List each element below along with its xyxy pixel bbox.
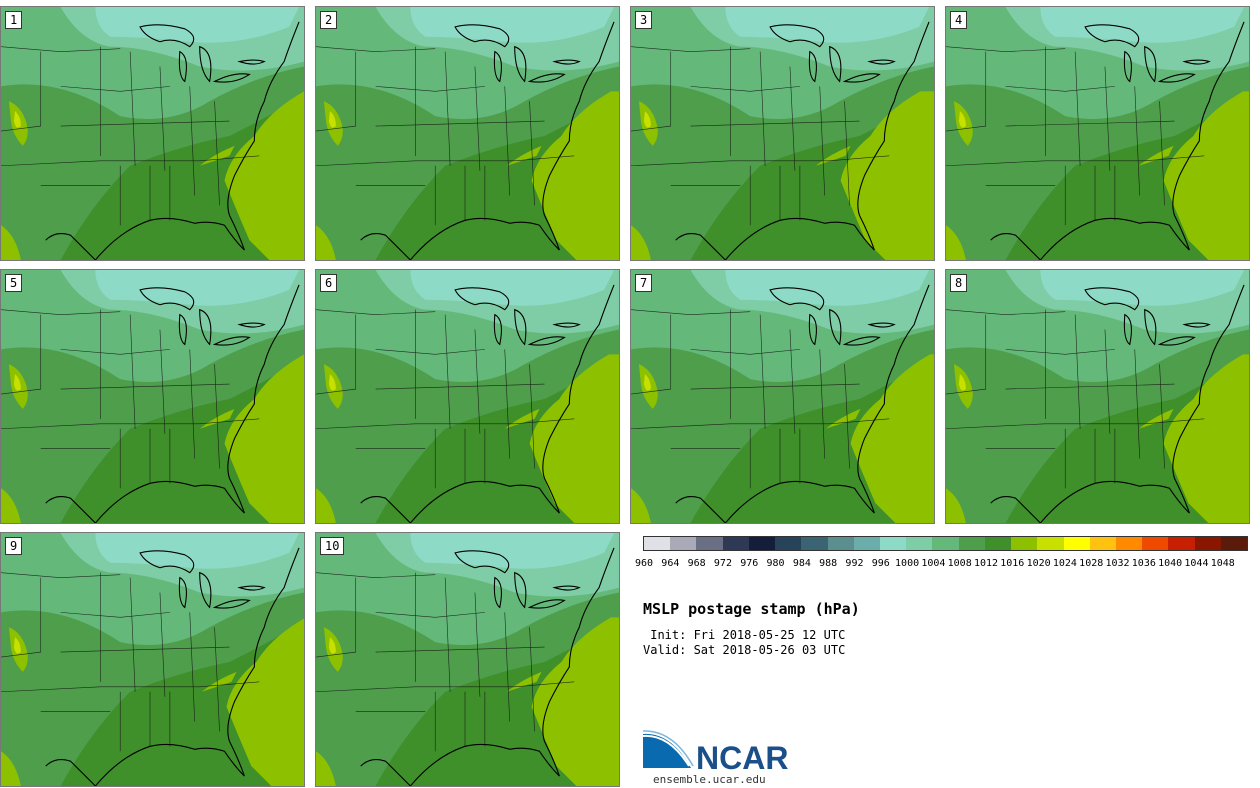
colorbar-labels: 960 964 968 972 976 980 984 988 992 996 1000 1004 10… [632, 558, 1252, 572]
colorbar-label: 1004 [921, 558, 946, 569]
map-panel-9: 9 [0, 532, 305, 787]
colorbar-segment [1220, 537, 1248, 550]
colorbar-label: 1024 [1052, 558, 1077, 569]
colorbar-segment [1063, 537, 1090, 550]
colorbar-label: 960 [635, 558, 654, 569]
colorbar-label: 1044 [1184, 558, 1209, 569]
valid-time: Valid: Sat 2018-05-26 03 UTC [643, 643, 846, 657]
colorbar-segment [1115, 537, 1143, 550]
colorbar-segment [879, 537, 907, 550]
init-time: Init: Fri 2018-05-25 12 UTC [643, 628, 846, 642]
colorbar-segment [827, 537, 854, 550]
panel-number: 3 [635, 11, 653, 29]
panel-number: 7 [635, 274, 653, 292]
map-panel-8: 8 [945, 269, 1250, 524]
colorbar-segment [748, 537, 776, 550]
logo-text: NCAR [696, 740, 789, 776]
colorbar-label: 992 [845, 558, 864, 569]
colorbar-segment [1142, 537, 1169, 550]
colorbar-label: 988 [819, 558, 838, 569]
colorbar-segment [1168, 537, 1195, 550]
colorbar-label: 1040 [1158, 558, 1183, 569]
colorbar-label: 976 [740, 558, 759, 569]
colorbar-segment [722, 537, 749, 550]
map-panel-4: 4 [945, 6, 1250, 261]
colorbar-segment [1037, 537, 1064, 550]
ncar-logo-icon [643, 730, 694, 768]
colorbar-label: 996 [871, 558, 890, 569]
colorbar-segment [958, 537, 985, 550]
map-panel-2: 2 [315, 6, 620, 261]
colorbar-label: 980 [766, 558, 785, 569]
colorbar-segment [696, 537, 723, 550]
colorbar-label: 984 [792, 558, 811, 569]
chart-title: MSLP postage stamp (hPa) [643, 600, 860, 618]
colorbar-segment [906, 537, 933, 550]
map-panel-5: 5 [0, 269, 305, 524]
colorbar-segment [1011, 537, 1038, 550]
map-panel-3: 3 [630, 6, 935, 261]
panel-number: 4 [950, 11, 968, 29]
colorbar-label: 1000 [895, 558, 920, 569]
map-panel-1: 1 [0, 6, 305, 261]
colorbar-segment [1194, 537, 1221, 550]
map-panel-7: 7 [630, 269, 935, 524]
panel-number: 5 [5, 274, 23, 292]
colorbar-label: 968 [687, 558, 706, 569]
colorbar-label: 1008 [947, 558, 972, 569]
colorbar-segment [932, 537, 959, 550]
map-panel-6: 6 [315, 269, 620, 524]
colorbar-segment [670, 537, 697, 550]
panel-number: 9 [5, 537, 23, 555]
colorbar-label: 1036 [1131, 558, 1156, 569]
colorbar-label: 1028 [1079, 558, 1104, 569]
colorbar-label: 964 [661, 558, 680, 569]
panel-number: 10 [320, 537, 345, 555]
colorbar-label: 1048 [1210, 558, 1235, 569]
colorbar-label: 972 [713, 558, 732, 569]
colorbar-label: 1016 [1000, 558, 1025, 569]
map-panel-10: 10 [315, 532, 620, 787]
panel-number: 2 [320, 11, 338, 29]
panel-number: 8 [950, 274, 968, 292]
colorbar-segment [853, 537, 880, 550]
colorbar-label: 1012 [973, 558, 999, 569]
colorbar-segment [1089, 537, 1116, 550]
pressure-colorbar [643, 536, 1248, 551]
colorbar-label: 1032 [1105, 558, 1130, 569]
colorbar-segment [644, 537, 671, 550]
colorbar-label: 1020 [1026, 558, 1051, 569]
colorbar-segment [775, 537, 802, 550]
colorbar-segment [984, 537, 1012, 550]
site-url: ensemble.ucar.edu [653, 773, 766, 786]
panel-number: 1 [5, 11, 23, 29]
colorbar-segment [801, 537, 828, 550]
panel-number: 6 [320, 274, 338, 292]
